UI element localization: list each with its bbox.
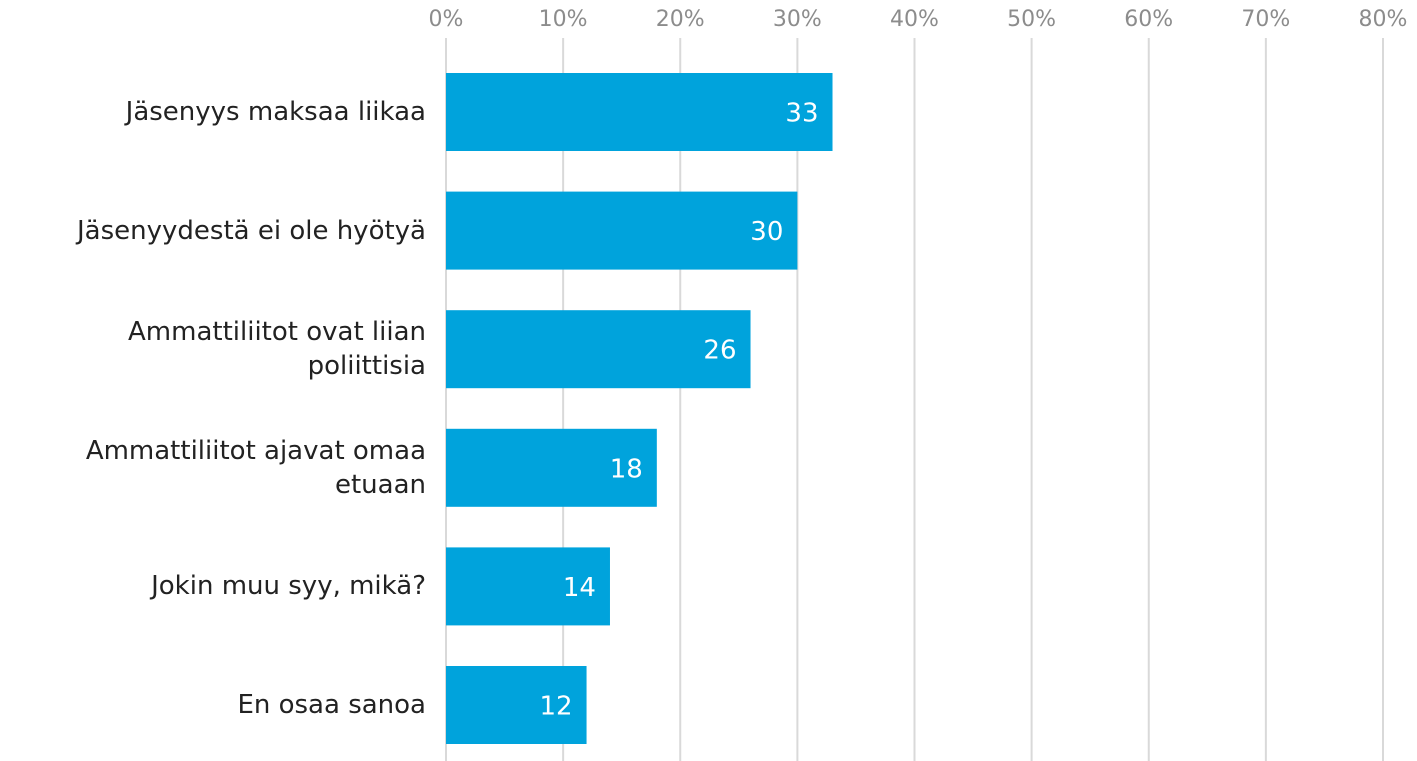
x-tick-label: 40%	[890, 7, 939, 32]
y-tick-label: Jäsenyydestä ei ole hyötyä	[77, 215, 426, 246]
y-tick-label: Jäsenyys maksaa liikaa	[125, 97, 426, 127]
bar	[446, 666, 587, 744]
x-tick-label: 80%	[1359, 7, 1408, 32]
y-tick-label: Ammattiliitot ovat liian poliittisia	[128, 317, 426, 382]
x-tick-label: 20%	[656, 7, 705, 32]
y-tick-label: Ammattiliitot ajavat omaa etuaan	[85, 435, 426, 500]
bar	[446, 428, 657, 507]
x-tick-label: 60%	[1124, 7, 1173, 32]
bar	[446, 73, 833, 151]
bar	[446, 191, 798, 270]
x-tick-label: 0%	[429, 7, 464, 32]
data-label: 12	[539, 692, 572, 722]
bar	[446, 310, 751, 389]
data-label: 14	[563, 573, 596, 603]
data-label: 33	[785, 99, 818, 129]
x-tick-label: 30%	[773, 7, 822, 32]
data-label: 26	[703, 336, 736, 366]
y-tick-label: En osaa sanoa	[237, 690, 426, 720]
data-label: 18	[610, 454, 643, 484]
bar	[446, 547, 610, 626]
x-tick-label: 10%	[539, 7, 588, 32]
x-tick-label: 70%	[1241, 7, 1290, 32]
y-tick-label: Jokin muu syy, mikä?	[151, 571, 426, 602]
x-tick-label: 50%	[1007, 7, 1056, 32]
data-label: 30	[750, 217, 783, 247]
